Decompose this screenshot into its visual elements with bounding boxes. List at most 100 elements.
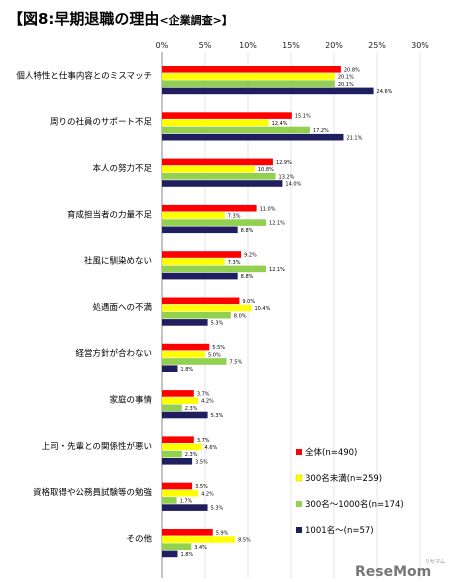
data-label: 5.5% — [212, 345, 225, 351]
data-label: 5.3% — [211, 506, 224, 512]
bar — [162, 297, 240, 305]
bar — [162, 80, 335, 87]
bar — [162, 550, 178, 558]
data-label: 9.2% — [244, 253, 257, 259]
bar — [162, 304, 252, 312]
watermark-text: ReseMom — [355, 564, 431, 580]
data-label: 7.3% — [228, 214, 241, 220]
category-label: 資格取得や公務員試験等の勉強 — [33, 487, 153, 498]
data-label: 5.9% — [216, 530, 229, 536]
bar — [162, 226, 238, 234]
bar — [162, 397, 199, 404]
legend-swatch — [295, 474, 303, 482]
bar — [162, 365, 178, 372]
data-label: 11.0% — [260, 206, 276, 212]
bar — [162, 219, 267, 226]
bar — [162, 265, 267, 273]
bar — [162, 133, 344, 141]
data-label: 24.6% — [377, 89, 393, 95]
category-label: 周りの社員のサポート不足 — [50, 117, 153, 128]
bar — [162, 251, 242, 258]
data-label: 13.2% — [279, 174, 295, 180]
bar — [162, 411, 208, 419]
bar — [162, 126, 310, 134]
bar — [162, 258, 225, 265]
bars: 20.8% 20.1%20.1% 24.6% 15.1% 12.4% 17.2% 21.1%… — [162, 66, 393, 558]
category-label: 社風に馴染めない — [84, 256, 152, 267]
category-label: 上司・先輩との関係性が悪い — [42, 441, 152, 452]
data-label: 8.8% — [241, 228, 254, 234]
category-labels: 個人特性と仕事内容とのミスマッチ周りの社員のサポート不足本人の努力不足育成担当者… — [16, 70, 152, 544]
data-label: 7.3% — [228, 260, 241, 266]
x-tick-label: 30% — [411, 41, 429, 50]
bar — [162, 404, 182, 412]
data-label: 3.5% — [195, 484, 208, 490]
x-tick-label: 10% — [239, 41, 257, 50]
watermark-sub: リセマム — [425, 559, 445, 565]
legend-label: 1001名～(n=57) — [305, 525, 374, 536]
x-tick-label: 25% — [368, 41, 386, 50]
bar — [162, 319, 208, 326]
chart-title: 【図8:早期退職の理由<企業調査>】 — [8, 10, 233, 28]
bar — [162, 119, 269, 127]
watermark: リセマム ReseMom — [355, 559, 445, 580]
data-label: 17.2% — [313, 128, 329, 134]
data-label: 3.7% — [197, 392, 210, 398]
bar — [162, 66, 341, 73]
bar — [162, 390, 194, 397]
data-label: 5.0% — [208, 352, 221, 358]
data-label: 20.8% — [344, 67, 360, 73]
data-label: 5.3% — [211, 321, 224, 327]
bar — [162, 272, 238, 280]
category-label: 家庭の事情 — [109, 395, 152, 406]
bar — [162, 543, 192, 550]
data-label: 4.6% — [205, 445, 218, 451]
data-label: 4.2% — [201, 491, 214, 497]
bar — [162, 351, 205, 358]
legend: 全体(n=490) 300名未満(n=259) 300名～1000名(n=174) 1… — [295, 447, 404, 536]
data-label: 7.5% — [230, 360, 243, 366]
bar — [162, 497, 177, 504]
bar — [162, 443, 202, 451]
legend-swatch — [296, 501, 302, 507]
data-label: 12.4% — [272, 121, 288, 127]
data-label: 12.1% — [269, 267, 285, 273]
bar — [162, 173, 276, 180]
data-label: 8.5% — [238, 538, 251, 544]
data-label: 3.4% — [194, 545, 207, 551]
data-label: 4.2% — [201, 399, 214, 405]
bar — [162, 536, 236, 543]
legend-swatch — [296, 527, 302, 533]
data-label: 1.8% — [180, 367, 193, 373]
data-label: 20.1% — [338, 75, 354, 81]
legend-label: 全体(n=490) — [305, 447, 357, 458]
bar — [162, 180, 283, 187]
category-label: 個人特性と仕事内容とのミスマッチ — [16, 70, 152, 81]
data-label: 3.7% — [197, 438, 210, 444]
chart-subtitle: <企業調査>】 — [159, 13, 232, 27]
legend-swatch — [296, 449, 302, 455]
bar — [162, 204, 257, 212]
bar — [162, 489, 199, 497]
bar — [162, 311, 231, 319]
data-label: 14.0% — [285, 182, 301, 188]
legend-label: 300名～1000名(n=174) — [305, 499, 404, 510]
data-label: 2.3% — [185, 406, 198, 412]
bar — [162, 87, 374, 95]
x-tick-label: 20% — [325, 41, 343, 50]
category-label: その他 — [126, 533, 152, 544]
category-label: 経営方針が合わない — [75, 348, 152, 359]
data-label: 1.8% — [180, 552, 193, 558]
data-label: 2.3% — [185, 452, 198, 458]
x-tick-label: 5% — [199, 41, 212, 50]
x-axis: 0% 5% 10% 15% 20% 25% 30% — [156, 41, 430, 50]
category-label: 処遇面への不満 — [92, 302, 152, 313]
bar — [162, 450, 182, 458]
bar — [162, 158, 273, 166]
bar — [162, 343, 210, 351]
bar — [162, 529, 213, 536]
category-label: 本人の努力不足 — [92, 163, 152, 174]
data-label: 3.5% — [195, 459, 208, 465]
data-label: 21.1% — [346, 135, 362, 141]
data-label: 8.8% — [241, 274, 254, 280]
